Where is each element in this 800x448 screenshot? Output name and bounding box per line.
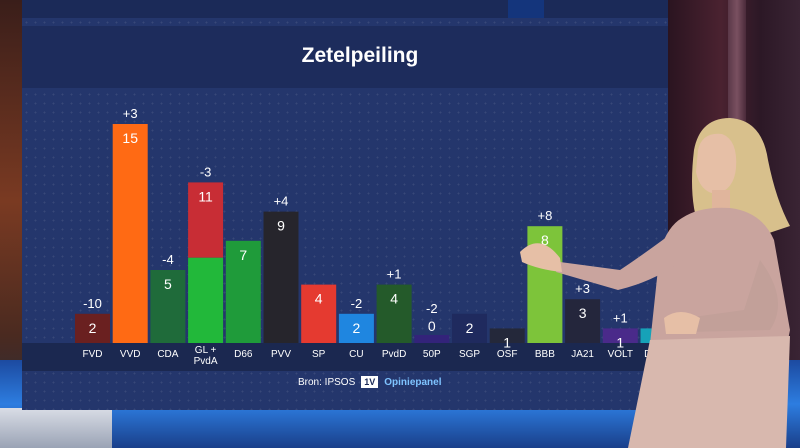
category-label: CU <box>349 349 363 360</box>
category-label: PVV <box>271 349 291 360</box>
bar-2 <box>150 270 186 343</box>
category-label: 50P <box>423 349 441 360</box>
change-label: -3 <box>200 164 212 179</box>
value-label: 11 <box>198 188 213 204</box>
value-label: 1 <box>654 334 662 350</box>
value-label: 2 <box>89 320 97 336</box>
category-label: PvdA <box>194 356 218 367</box>
category-label: D66 <box>234 349 253 360</box>
category-label: CDA <box>157 349 178 360</box>
category-label: GL + <box>195 345 217 356</box>
value-label: 9 <box>277 218 285 234</box>
category-label: PvdD <box>382 349 406 360</box>
value-label: 0 <box>428 318 436 334</box>
axis-band <box>22 343 668 371</box>
bar-6 <box>301 284 337 343</box>
bar-8 <box>376 284 412 343</box>
category-label: OSF <box>497 349 518 360</box>
studio-desk <box>0 408 112 448</box>
value-label: 2 <box>353 320 361 336</box>
bar-gl-pvda-bottom <box>188 257 224 343</box>
category-label: JA21 <box>571 349 594 360</box>
chart-title: Zetelpeiling <box>301 44 419 67</box>
value-label: 1 <box>503 334 511 350</box>
bar-10 <box>452 313 487 343</box>
change-label: +3 <box>575 281 590 296</box>
bar-4 <box>225 240 261 343</box>
opiniepanel-brand: Opiniepanel <box>384 376 442 388</box>
change-label: -4 <box>162 252 174 267</box>
change-label: +4 <box>274 194 289 209</box>
value-label: 1 <box>616 334 624 350</box>
value-label: 15 <box>122 130 138 146</box>
change-label: +1 <box>387 267 402 282</box>
change-label: +8 <box>537 208 552 223</box>
bar-5 <box>263 211 299 343</box>
bar-0 <box>75 313 110 343</box>
value-label: 8 <box>541 232 549 248</box>
change-label: -2 <box>426 301 438 316</box>
bar-1 <box>112 124 148 343</box>
source-label: Bron: IPSOS <box>298 376 356 388</box>
value-label: 4 <box>315 291 323 307</box>
change-label: -10 <box>83 296 102 311</box>
bar-11 <box>489 328 525 343</box>
title-band <box>22 26 668 88</box>
value-label: 3 <box>579 305 587 321</box>
change-label: +1 <box>613 310 628 325</box>
bar-13 <box>565 299 601 343</box>
category-label: VOLT <box>608 349 633 360</box>
category-label: BBB <box>535 349 555 360</box>
category-label: DENK <box>644 349 672 360</box>
top-strip <box>22 0 668 18</box>
value-label: 5 <box>164 276 172 292</box>
category-label: VVD <box>120 349 141 360</box>
bar-9 <box>414 335 450 343</box>
source-line: Bron: IPSOS 1V Opiniepanel <box>298 373 442 391</box>
bar-gl-pvda-top <box>188 182 224 258</box>
value-label: 7 <box>239 247 247 263</box>
value-label: 4 <box>390 291 398 307</box>
category-label: FVD <box>83 349 103 360</box>
category-label: SP <box>312 349 326 360</box>
category-label: SGP <box>459 349 480 360</box>
change-label: +3 <box>123 106 138 121</box>
channel-logo: 1V <box>361 376 379 388</box>
change-label: -2 <box>351 296 363 311</box>
bar-7 <box>338 313 374 343</box>
value-label: 2 <box>466 320 474 336</box>
